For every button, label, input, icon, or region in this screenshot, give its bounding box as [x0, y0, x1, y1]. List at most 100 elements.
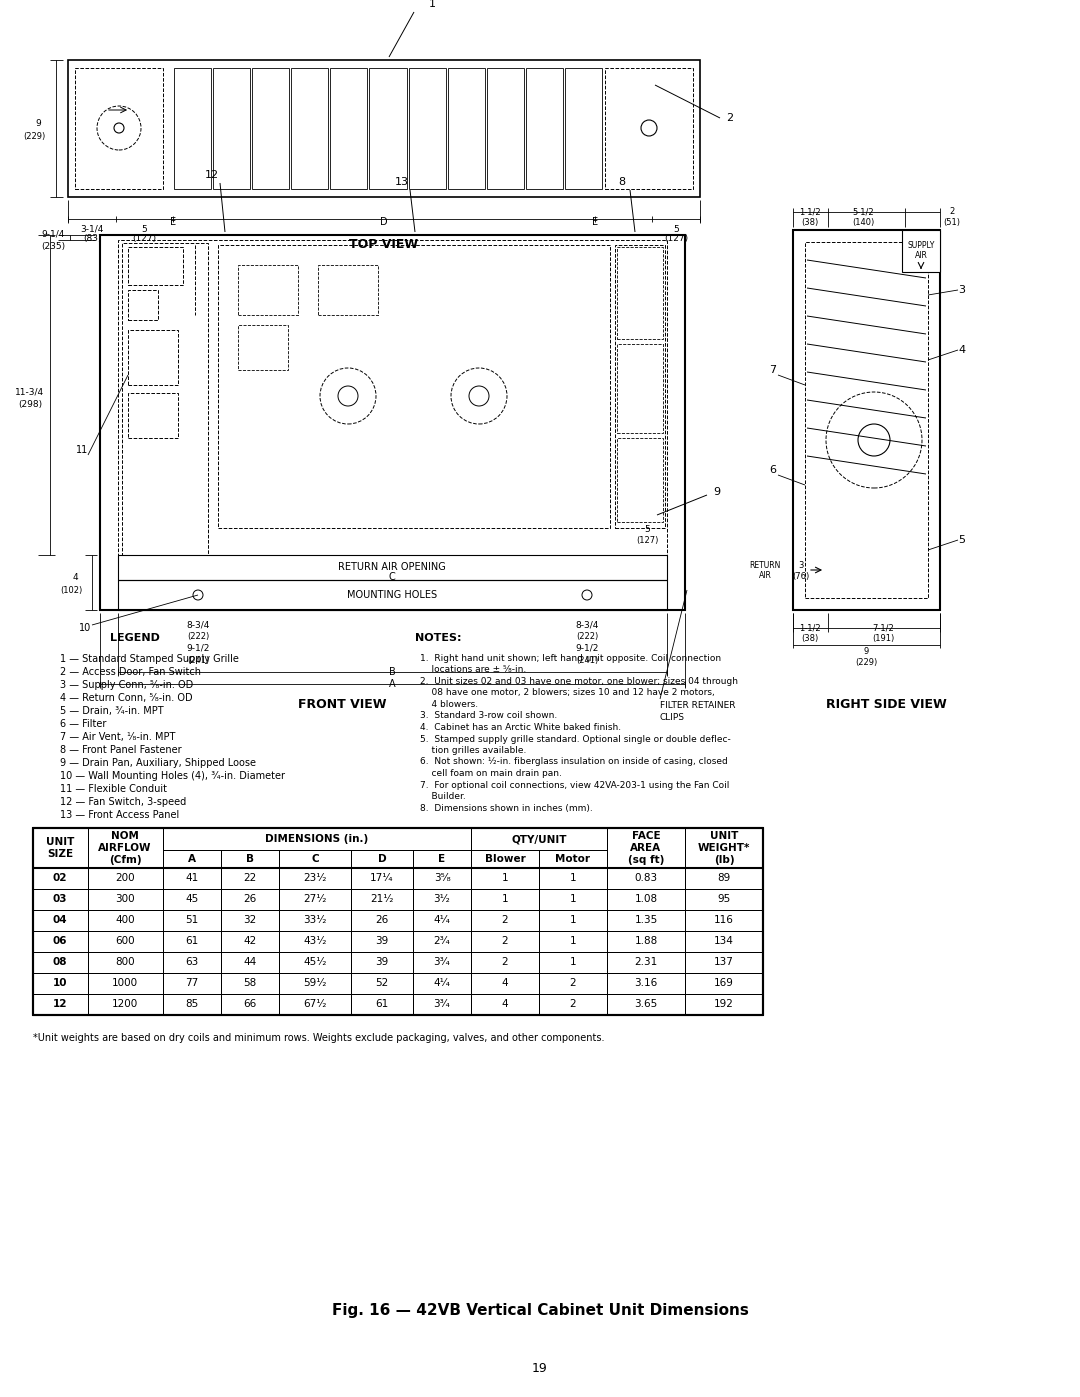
- Bar: [100, 235, 685, 610]
- Bar: [330, 68, 367, 189]
- Text: 9-1/2: 9-1/2: [187, 644, 210, 652]
- Bar: [605, 68, 693, 189]
- Text: 77: 77: [186, 978, 199, 988]
- Text: 5: 5: [644, 525, 650, 535]
- Bar: [33, 828, 87, 868]
- Text: 08: 08: [53, 957, 67, 967]
- Text: 9: 9: [714, 488, 720, 497]
- Text: 95: 95: [717, 894, 731, 904]
- Text: 1-1/2: 1-1/2: [799, 623, 821, 633]
- Text: 8-3/4: 8-3/4: [187, 620, 210, 630]
- Bar: [471, 909, 539, 930]
- Text: 9-1/4: 9-1/4: [41, 229, 65, 239]
- Bar: [607, 951, 685, 972]
- Bar: [413, 951, 471, 972]
- Bar: [279, 868, 351, 888]
- Bar: [163, 888, 221, 909]
- Text: 04: 04: [53, 915, 67, 925]
- Bar: [221, 888, 279, 909]
- Text: 1: 1: [569, 873, 577, 883]
- Text: B: B: [246, 854, 254, 863]
- Text: (191): (191): [872, 634, 894, 644]
- Bar: [539, 909, 607, 930]
- Bar: [607, 828, 685, 868]
- Bar: [685, 888, 762, 909]
- Text: tion grilles available.: tion grilles available.: [420, 746, 526, 754]
- Bar: [33, 888, 87, 909]
- Text: 2: 2: [949, 208, 955, 217]
- Text: 3.  Standard 3-row coil shown.: 3. Standard 3-row coil shown.: [420, 711, 557, 721]
- Text: 3.16: 3.16: [634, 978, 658, 988]
- Bar: [33, 828, 762, 1016]
- Bar: [413, 930, 471, 951]
- Text: 1: 1: [569, 915, 577, 925]
- Bar: [351, 849, 413, 868]
- Text: 1.08: 1.08: [634, 894, 658, 904]
- Text: 4¹⁄₄: 4¹⁄₄: [433, 915, 450, 925]
- Bar: [221, 951, 279, 972]
- Bar: [607, 868, 685, 888]
- Text: 12: 12: [205, 170, 219, 180]
- Text: 116: 116: [714, 915, 734, 925]
- Text: 8: 8: [619, 177, 625, 187]
- Text: 192: 192: [714, 999, 734, 1009]
- Bar: [685, 972, 762, 995]
- Bar: [129, 393, 178, 439]
- Bar: [685, 995, 762, 1016]
- Bar: [221, 930, 279, 951]
- Text: (127): (127): [133, 235, 157, 243]
- Text: 1000: 1000: [112, 978, 138, 988]
- Bar: [87, 868, 163, 888]
- Text: A: A: [389, 679, 395, 689]
- Text: NOTES:: NOTES:: [415, 633, 461, 643]
- Bar: [539, 930, 607, 951]
- Text: 12 — Fan Switch, 3-speed: 12 — Fan Switch, 3-speed: [60, 798, 186, 807]
- Bar: [87, 930, 163, 951]
- Text: 1: 1: [502, 873, 509, 883]
- Text: 67¹⁄₂: 67¹⁄₂: [303, 999, 326, 1009]
- Bar: [33, 995, 87, 1016]
- Text: 3³⁄₄: 3³⁄₄: [434, 999, 450, 1009]
- Text: 5-1/2: 5-1/2: [852, 208, 874, 217]
- Text: 137: 137: [714, 957, 734, 967]
- Text: 3: 3: [798, 560, 804, 570]
- Bar: [87, 909, 163, 930]
- Bar: [413, 995, 471, 1016]
- Text: 5: 5: [959, 535, 966, 545]
- Text: (38): (38): [801, 218, 819, 226]
- Text: 1-1/2: 1-1/2: [799, 208, 821, 217]
- Bar: [221, 995, 279, 1016]
- Text: 10 — Wall Mounting Holes (4), ³⁄₄-in. Diameter: 10 — Wall Mounting Holes (4), ³⁄₄-in. Di…: [60, 771, 285, 781]
- Text: QTY/UNIT: QTY/UNIT: [511, 834, 567, 844]
- Text: 33¹⁄₂: 33¹⁄₂: [303, 915, 326, 925]
- Bar: [471, 972, 539, 995]
- Bar: [351, 909, 413, 930]
- Text: 19: 19: [532, 1362, 548, 1375]
- Text: Motor: Motor: [555, 854, 591, 863]
- Text: 4 blowers.: 4 blowers.: [420, 700, 478, 710]
- Bar: [617, 439, 663, 522]
- Bar: [163, 930, 221, 951]
- Text: 9: 9: [863, 647, 868, 657]
- Text: 13: 13: [395, 177, 409, 187]
- Text: 02: 02: [53, 873, 67, 883]
- Text: 5: 5: [673, 225, 679, 233]
- Text: 8.  Dimensions shown in inches (mm).: 8. Dimensions shown in inches (mm).: [420, 803, 593, 813]
- Bar: [685, 909, 762, 930]
- Bar: [33, 972, 87, 995]
- Text: SUPPLY: SUPPLY: [907, 240, 934, 250]
- Text: 3 — Supply Conn, ⁵⁄₈-in. OD: 3 — Supply Conn, ⁵⁄₈-in. OD: [60, 680, 193, 690]
- Text: E: E: [438, 854, 446, 863]
- Text: RIGHT SIDE VIEW: RIGHT SIDE VIEW: [825, 698, 946, 711]
- Text: 6.  Not shown: ¹⁄₂-in. fiberglass insulation on inside of casing, closed: 6. Not shown: ¹⁄₂-in. fiberglass insulat…: [420, 757, 728, 767]
- Text: 4: 4: [502, 999, 509, 1009]
- Bar: [539, 951, 607, 972]
- Text: 45¹⁄₂: 45¹⁄₂: [303, 957, 326, 967]
- Bar: [33, 930, 87, 951]
- Text: 5 — Drain, ³⁄₄-in. MPT: 5 — Drain, ³⁄₄-in. MPT: [60, 705, 164, 717]
- Bar: [163, 951, 221, 972]
- Text: 10: 10: [79, 623, 91, 633]
- Text: E: E: [170, 217, 176, 226]
- Text: 1: 1: [569, 957, 577, 967]
- Text: FRONT VIEW: FRONT VIEW: [298, 698, 387, 711]
